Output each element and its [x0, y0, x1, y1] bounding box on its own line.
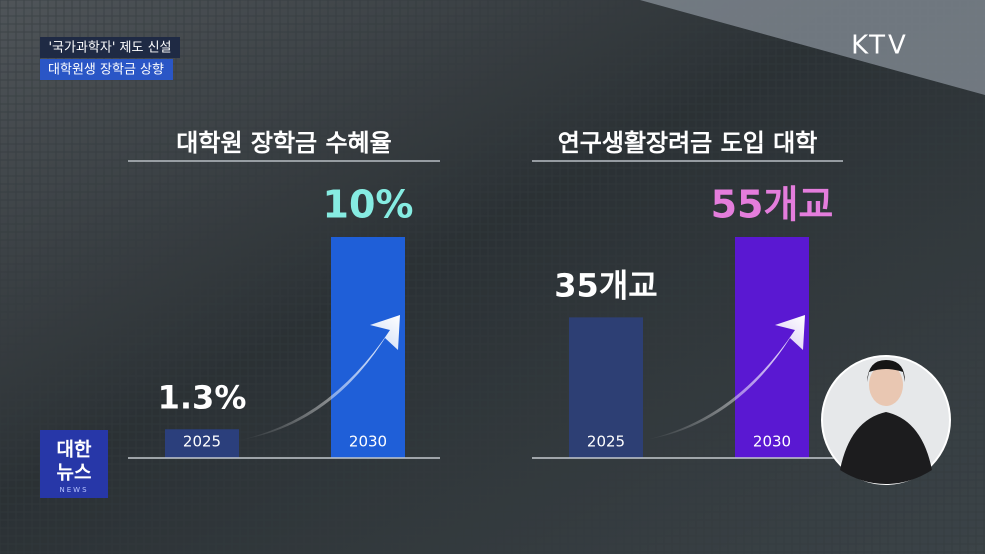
trend-arrow [645, 315, 805, 440]
program-text: 대한 [57, 439, 92, 461]
interpreter [867, 360, 905, 382]
value-label: 10% [323, 183, 414, 227]
paper [640, 0, 985, 95]
caption-box [40, 59, 173, 80]
program-text: NEWS [59, 486, 88, 494]
category-label: 2025 [183, 433, 221, 451]
caption-line: 대학원생 장학금 상향 [48, 63, 164, 78]
category-label: 2030 [349, 433, 387, 451]
bar [165, 429, 239, 458]
value-label: 1.3% [158, 378, 247, 416]
category-label: 2030 [753, 433, 791, 451]
value-label: 35개교 [554, 266, 657, 304]
program-logo [40, 430, 108, 498]
caption-line: '국가과학자' 제도 신설 [48, 41, 171, 56]
bar [569, 317, 643, 458]
program-text: 뉴스 [57, 462, 92, 484]
trend-arrow [240, 315, 400, 440]
interpreter [840, 412, 932, 484]
chart-title: 대학원 장학금 수혜율 [176, 129, 391, 157]
caption-box [40, 37, 180, 58]
chart-title: 연구생활장려금 도입 대학 [558, 129, 818, 157]
bar [331, 237, 405, 458]
interpreter [869, 364, 903, 406]
channel-logo: KTV [851, 31, 909, 61]
value-label: 55개교 [711, 183, 834, 227]
category-label: 2025 [587, 433, 625, 451]
bar [735, 237, 809, 458]
